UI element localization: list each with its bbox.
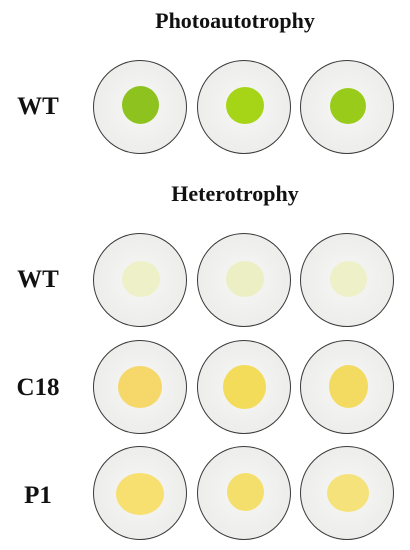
- colony-wt-hetero-1: [122, 261, 160, 297]
- plate-c18-1: [93, 340, 187, 434]
- plate-p1-2: [197, 446, 291, 540]
- colony-wt-photo-2: [226, 87, 264, 124]
- row-label-wt-heterotrophy: WT: [17, 266, 59, 293]
- colony-p1-3: [327, 474, 369, 512]
- plate-wt-photo-1: [93, 60, 187, 154]
- colony-wt-photo-1: [122, 86, 159, 124]
- plate-wt-photo-3: [300, 60, 394, 154]
- plate-p1-1: [93, 446, 187, 540]
- colony-wt-hetero-2: [226, 261, 264, 297]
- plate-p1-3: [300, 446, 394, 540]
- colony-c18-3: [329, 365, 368, 408]
- colony-c18-1: [118, 366, 162, 408]
- row-label-p1: P1: [24, 482, 52, 509]
- colony-wt-hetero-3: [330, 261, 367, 297]
- heading-photoautotrophy: Photoautotrophy: [155, 8, 315, 33]
- plate-c18-2: [197, 340, 291, 434]
- plate-wt-hetero-3: [300, 233, 394, 327]
- plate-wt-hetero-1: [93, 233, 187, 327]
- heading-heterotrophy: Heterotrophy: [171, 181, 299, 206]
- colony-c18-2: [223, 365, 266, 409]
- plate-wt-hetero-2: [197, 233, 291, 327]
- row-label-c18: C18: [16, 374, 60, 401]
- plate-c18-3: [300, 340, 394, 434]
- row-label-wt-photoautotrophy: WT: [17, 93, 59, 120]
- colony-p1-1: [116, 473, 164, 515]
- colony-wt-photo-3: [330, 88, 366, 124]
- colony-p1-2: [227, 473, 264, 511]
- plate-wt-photo-2: [197, 60, 291, 154]
